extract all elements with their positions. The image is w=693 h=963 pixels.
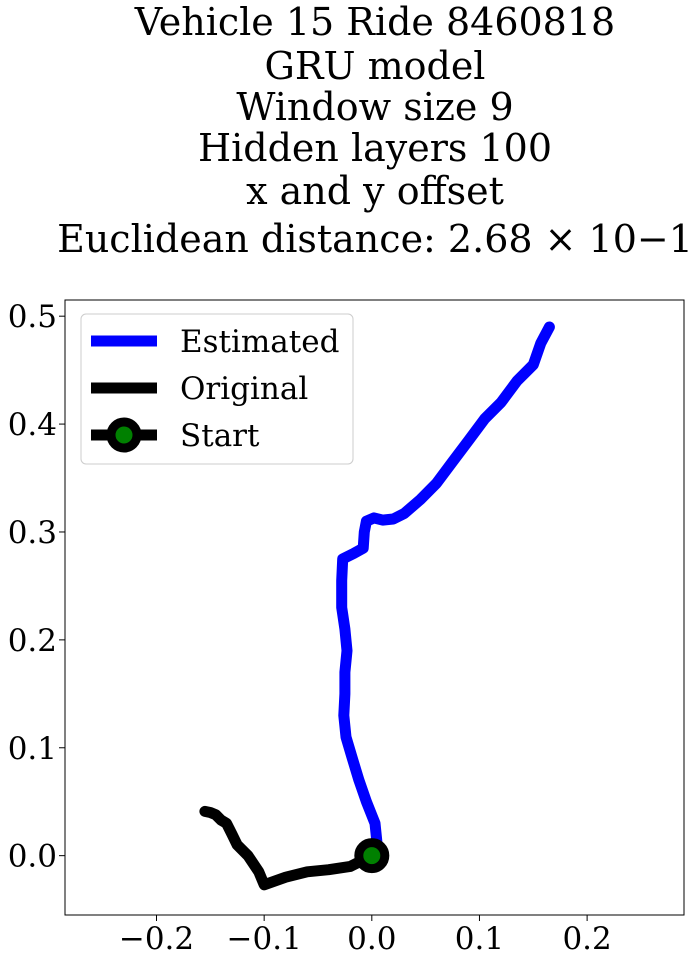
legend: Estimated Original Start [80,313,354,465]
title-line: Hidden layers 100 [198,126,552,170]
x-tick-label: −0.1 [227,921,302,957]
title-line: x and y offset [246,169,504,213]
legend-start-marker [106,417,142,453]
legend-label: Estimated [180,324,339,360]
x-tick-label: 0.0 [347,921,396,957]
y-tick-label: 0.5 [8,299,57,335]
title-line: Vehicle 15 Ride 8460818 [134,0,615,44]
y-tick-label: 0.1 [8,731,57,767]
legend-label: Original [180,371,308,407]
series-line-original [199,805,378,891]
series-layer [199,321,555,891]
legend-label: Start [180,418,260,454]
title-line: GRU model [265,44,486,88]
x-tick-label: 0.1 [455,921,504,957]
x-axis: −0.2 −0.1 0.0 0.1 0.2 [119,915,612,957]
title-line: Window size 9 [236,85,513,129]
y-tick-label: 0.2 [8,623,57,659]
x-tick-label: 0.2 [562,921,611,957]
start-marker [354,838,390,874]
y-tick-label: 0.0 [8,839,57,875]
x-tick-label: −0.2 [119,921,194,957]
legend-box [80,313,354,465]
y-tick-label: 0.3 [8,515,57,551]
y-tick-label: 0.4 [8,407,57,443]
title-line: Euclidean distance: 2.68 × 10−1 [57,217,693,261]
series-line-estimated [336,321,555,862]
y-axis: 0.0 0.1 0.2 0.3 0.4 0.5 [8,299,65,875]
